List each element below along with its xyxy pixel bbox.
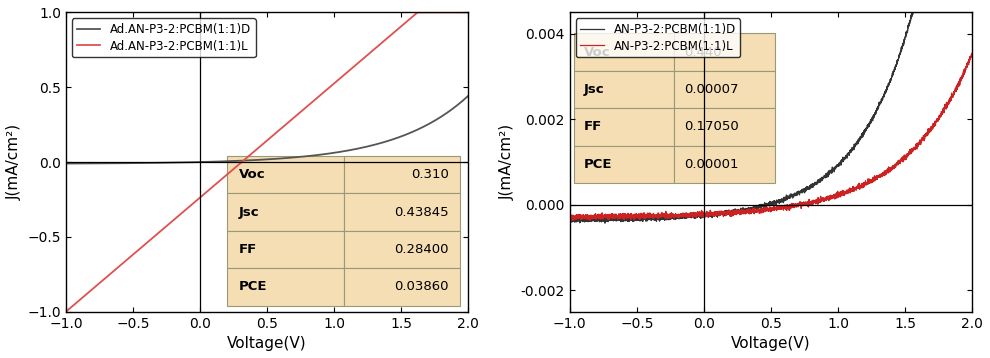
AN-P3-2:PCBM(1:1)L xyxy=(610,213,622,217)
Line: AN-P3-2:PCBM(1:1)D: AN-P3-2:PCBM(1:1)D xyxy=(570,13,972,223)
AN-P3-2:PCBM(1:1)D xyxy=(719,213,731,218)
Legend: AN-P3-2:PCBM(1:1)D, AN-P3-2:PCBM(1:1)L: AN-P3-2:PCBM(1:1)D, AN-P3-2:PCBM(1:1)L xyxy=(575,18,741,57)
Ad.AN-P3-2:PCBM(1:1)L xyxy=(130,250,142,255)
Ad.AN-P3-2:PCBM(1:1)L xyxy=(232,163,244,168)
AN-P3-2:PCBM(1:1)D xyxy=(599,221,611,225)
AN-P3-2:PCBM(1:1)L xyxy=(966,51,978,55)
Ad.AN-P3-2:PCBM(1:1)L xyxy=(454,10,466,15)
AN-P3-2:PCBM(1:1)D xyxy=(736,209,747,213)
Y-axis label: J(mA/cm²): J(mA/cm²) xyxy=(500,124,515,200)
AN-P3-2:PCBM(1:1)L xyxy=(719,209,731,214)
Ad.AN-P3-2:PCBM(1:1)L xyxy=(411,10,423,15)
Legend: Ad.AN-P3-2:PCBM(1:1)D, Ad.AN-P3-2:PCBM(1:1)L: Ad.AN-P3-2:PCBM(1:1)D, Ad.AN-P3-2:PCBM(1… xyxy=(72,18,255,57)
Line: Ad.AN-P3-2:PCBM(1:1)D: Ad.AN-P3-2:PCBM(1:1)D xyxy=(66,96,468,164)
Ad.AN-P3-2:PCBM(1:1)D xyxy=(130,161,142,165)
AN-P3-2:PCBM(1:1)D xyxy=(634,216,645,221)
Y-axis label: J(mA/cm²): J(mA/cm²) xyxy=(7,124,22,200)
AN-P3-2:PCBM(1:1)D xyxy=(610,218,622,222)
Ad.AN-P3-2:PCBM(1:1)L xyxy=(462,10,474,15)
AN-P3-2:PCBM(1:1)L xyxy=(634,217,645,221)
Ad.AN-P3-2:PCBM(1:1)D xyxy=(462,93,474,98)
Ad.AN-P3-2:PCBM(1:1)D xyxy=(411,128,423,132)
AN-P3-2:PCBM(1:1)D xyxy=(906,10,918,15)
AN-P3-2:PCBM(1:1)L xyxy=(566,218,578,223)
Ad.AN-P3-2:PCBM(1:1)L xyxy=(106,270,118,275)
Ad.AN-P3-2:PCBM(1:1)D xyxy=(60,161,72,166)
X-axis label: Voltage(V): Voltage(V) xyxy=(228,336,307,351)
AN-P3-2:PCBM(1:1)D xyxy=(958,10,970,15)
Ad.AN-P3-2:PCBM(1:1)L xyxy=(214,178,226,183)
Ad.AN-P3-2:PCBM(1:1)L xyxy=(60,309,72,314)
AN-P3-2:PCBM(1:1)L xyxy=(915,138,927,142)
Ad.AN-P3-2:PCBM(1:1)L xyxy=(412,10,424,15)
AN-P3-2:PCBM(1:1)D xyxy=(915,10,927,15)
AN-P3-2:PCBM(1:1)L xyxy=(958,69,970,73)
Ad.AN-P3-2:PCBM(1:1)D xyxy=(106,161,118,165)
Ad.AN-P3-2:PCBM(1:1)D xyxy=(454,101,466,105)
AN-P3-2:PCBM(1:1)L xyxy=(564,217,576,221)
AN-P3-2:PCBM(1:1)D xyxy=(564,217,576,222)
Line: AN-P3-2:PCBM(1:1)L: AN-P3-2:PCBM(1:1)L xyxy=(570,53,972,221)
Ad.AN-P3-2:PCBM(1:1)D xyxy=(214,159,226,164)
AN-P3-2:PCBM(1:1)D xyxy=(966,10,978,15)
AN-P3-2:PCBM(1:1)L xyxy=(736,212,747,216)
Line: Ad.AN-P3-2:PCBM(1:1)L: Ad.AN-P3-2:PCBM(1:1)L xyxy=(66,13,468,311)
Ad.AN-P3-2:PCBM(1:1)D xyxy=(232,159,244,163)
X-axis label: Voltage(V): Voltage(V) xyxy=(732,336,811,351)
AN-P3-2:PCBM(1:1)L xyxy=(966,53,978,58)
